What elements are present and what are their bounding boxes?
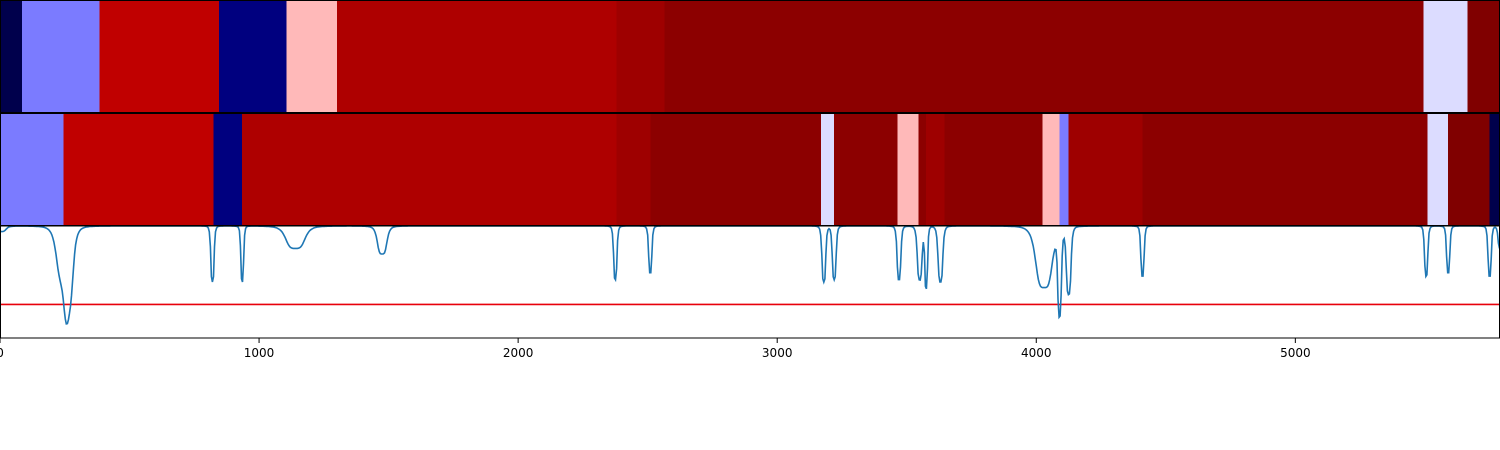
band-1-segment-9 [1423,0,1468,113]
band-2-segment-13 [1042,113,1060,226]
band-1-segment-10 [1467,0,1500,113]
band-1-segment-6 [336,0,617,113]
band-2-segment-7 [821,113,835,226]
band-1-segment-7 [616,0,665,113]
band-1-segment-8 [664,0,1424,113]
band-2-segment-16 [1142,113,1428,226]
x-tick-label: 2000 [503,346,534,360]
band-2-segment-19 [1489,113,1500,226]
band-2-segment-12 [944,113,1043,226]
band-2-segment-14 [1059,113,1069,226]
x-tick-label: 5000 [1280,346,1311,360]
signal-line [0,225,1500,325]
heatmap-band-2 [0,113,1500,226]
band-2-segment-11 [926,113,945,226]
heatmap-band-1 [0,0,1500,113]
band-2-segment-15 [1068,113,1143,226]
x-tick-label: 1000 [244,346,275,360]
band-2-segment-3 [213,113,243,226]
x-tick-label: 3000 [762,346,793,360]
band-1-segment-5 [286,0,337,113]
band-1-segment-3 [99,0,219,113]
band-2-segment-9 [897,113,919,226]
x-tick-label: 4000 [1021,346,1052,360]
band-1-segment-2 [22,0,100,113]
x-axis: 0 1000 2000 3000 4000 5000 [0,338,1311,360]
band-2-segment-6 [650,113,822,226]
band-1-segment-1 [0,0,23,113]
band-2-segment-1 [0,113,64,226]
band-2-segment-2 [63,113,214,226]
band-2-segment-8 [834,113,898,226]
band-1-segment-4 [218,0,287,113]
band-2-segment-5 [616,113,651,226]
x-tick-label: 0 [0,346,4,360]
band-2-segment-17 [1427,113,1449,226]
panel-frame-3 [0,225,1500,339]
line-plot-panel [0,225,1500,325]
band-2-segment-4 [242,113,617,226]
band-2-segment-10 [918,113,927,226]
band-2-segment-18 [1448,113,1490,226]
